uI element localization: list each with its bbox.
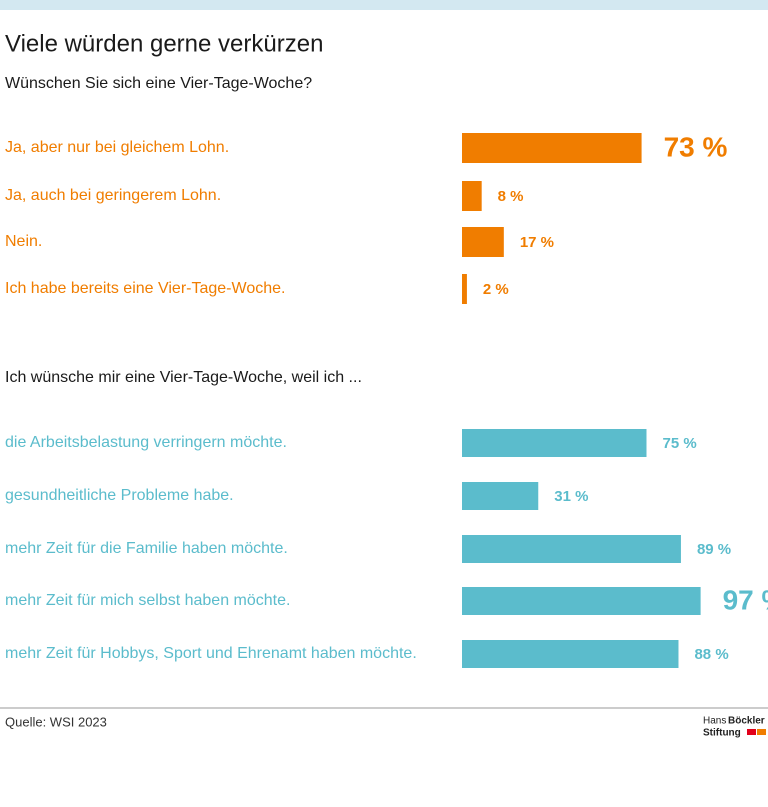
bar: [462, 274, 467, 304]
bar: [462, 482, 539, 510]
category-label: mehr Zeit für die Familie haben möchte.: [5, 540, 288, 557]
bar: [462, 429, 647, 457]
logo-square: [757, 729, 766, 735]
bar: [462, 181, 482, 211]
value-label: 89 %: [697, 541, 731, 558]
value-label: 75 %: [663, 435, 697, 452]
value-label: 31 %: [554, 488, 588, 505]
logo-text: Hans: [703, 716, 726, 727]
category-label: Nein.: [5, 233, 42, 250]
value-label: 88 %: [694, 646, 728, 663]
category-label: mehr Zeit für Hobbys, Sport und Ehrenamt…: [5, 645, 417, 662]
chart-title: Viele würden gerne verkürzen: [5, 30, 323, 57]
category-label: die Arbeitsbelastung verringern möchte.: [5, 434, 287, 451]
bar: [462, 535, 681, 563]
top-strip: [0, 0, 768, 10]
source: Quelle: WSI 2023: [5, 714, 107, 729]
category-label: Ich habe bereits eine Vier-Tage-Woche.: [5, 280, 285, 297]
bar: [462, 133, 642, 163]
category-label: gesundheitliche Probleme habe.: [5, 487, 234, 504]
category-label: mehr Zeit für mich selbst haben möchte.: [5, 592, 290, 609]
category-label: Ja, aber nur bei gleichem Lohn.: [5, 139, 229, 156]
value-label: 73 %: [664, 131, 728, 162]
category-label: Ja, auch bei geringerem Lohn.: [5, 187, 221, 204]
logo-text: Böckler: [728, 716, 765, 727]
value-label: 2 %: [483, 281, 509, 298]
bar: [462, 587, 701, 615]
logo: Hans Böckler Stiftung: [703, 716, 766, 739]
logo-text: Stiftung: [703, 728, 741, 739]
value-label: 17 %: [520, 234, 554, 251]
section-heading: Ich wünsche mir eine Vier-Tage-Woche, we…: [5, 369, 362, 386]
value-label: 8 %: [498, 188, 524, 205]
value-label: 97 %: [723, 584, 768, 615]
bar: [462, 227, 504, 257]
logo-square: [747, 729, 756, 735]
chart-subtitle: Wünschen Sie sich eine Vier-Tage-Woche?: [5, 75, 312, 92]
bar: [462, 640, 679, 668]
